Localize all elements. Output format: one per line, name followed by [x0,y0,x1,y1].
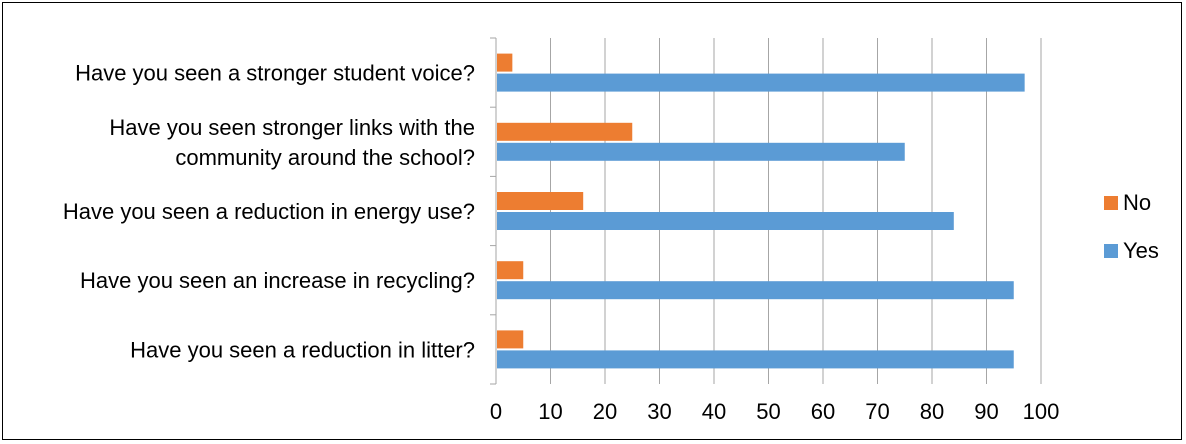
bar-no [497,261,524,280]
x-tick-label: 20 [593,399,617,424]
x-tick-label: 100 [1023,399,1060,424]
legend: No Yes [1104,190,1159,263]
bar-yes [497,73,1025,92]
bars [497,53,1025,369]
legend-label: Yes [1123,238,1159,263]
x-tick-label: 70 [865,399,889,424]
x-tick-label: 0 [490,399,502,424]
x-tick-label: 60 [811,399,835,424]
x-tick-label: 50 [756,399,780,424]
x-tick-labels: 0 10 20 30 40 50 60 70 80 90 100 [490,399,1059,424]
bar-no [497,122,633,141]
x-tick-label: 40 [702,399,726,424]
bar-yes [497,281,1014,300]
gridlines [550,38,1042,384]
bar-no [497,192,584,210]
bar-yes [497,350,1014,369]
x-tick-label: 80 [920,399,944,424]
category-label: Have you seen a reduction in litter? [130,337,475,362]
bar-yes [497,142,905,161]
legend-swatch [1104,196,1118,210]
legend-label: No [1123,190,1151,215]
category-label: Have you seen a reduction in energy use? [63,199,475,224]
category-label: Have you seen a stronger student voice? [75,61,475,86]
x-tick-label: 90 [974,399,998,424]
legend-swatch [1104,244,1118,258]
bar-yes [497,212,954,230]
x-tick-label: 10 [538,399,562,424]
axes [490,37,497,385]
category-label: Have you seen an increase in recycling? [80,268,475,293]
category-labels: Have you seen a stronger student voice? H… [63,61,475,363]
x-tick-label: 30 [647,399,671,424]
category-label: Have you seen stronger links with the com… [109,115,475,170]
bar-no [497,53,513,72]
bar-no [497,330,524,349]
